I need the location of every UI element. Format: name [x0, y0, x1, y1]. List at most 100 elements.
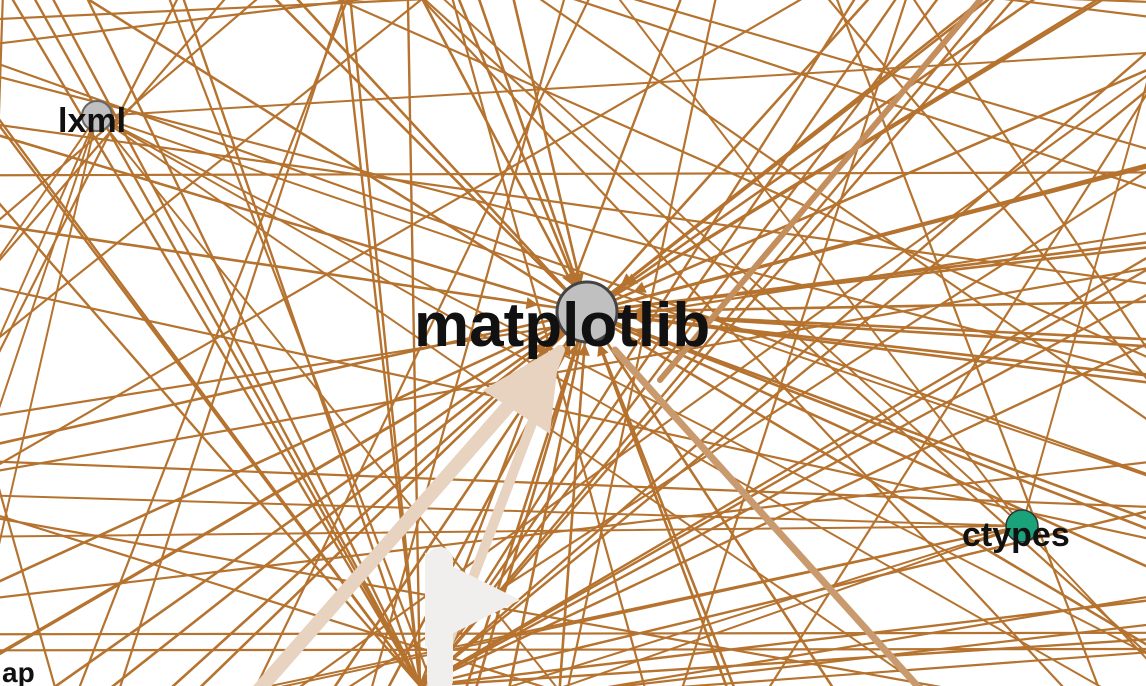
graph-edge	[836, 0, 1100, 686]
node-lxml[interactable]: lxml	[58, 100, 126, 140]
graph-edge	[0, 488, 56, 686]
lxml-node-circle[interactable]	[81, 100, 113, 132]
graph-edge	[0, 115, 98, 338]
edge-arrowhead	[482, 345, 560, 434]
graph-edge	[418, 89, 1146, 686]
graph-edge	[508, 525, 1023, 686]
graph-edge	[0, 0, 803, 466]
graph-edge	[0, 115, 98, 259]
graph-edge	[0, 287, 1146, 540]
graph-edge	[0, 115, 98, 545]
graph-edge	[418, 256, 1146, 686]
graph-edge	[585, 310, 735, 686]
graph-edge	[119, 0, 345, 686]
graph-edge	[418, 293, 1146, 686]
graph-edge	[0, 267, 1146, 472]
graph-edge	[562, 525, 1023, 686]
graph-edge	[477, 0, 589, 314]
graph-edge	[168, 0, 434, 686]
graph-edge	[0, 514, 545, 686]
node-ctypes[interactable]: ctypes	[962, 509, 1070, 554]
graph-edge	[679, 651, 1146, 686]
graph-edge	[0, 0, 423, 339]
graph-edge	[0, 647, 1146, 652]
matplotlib-label: matplotlib	[414, 291, 710, 360]
graph-edge	[912, 0, 1146, 349]
graph-edge	[0, 75, 1146, 376]
graph-edge	[0, 310, 589, 583]
graph-edge	[274, 0, 589, 314]
graph-edge	[0, 517, 942, 686]
ctypes-node-circle[interactable]	[1005, 509, 1039, 543]
highlighted-edges	[252, 0, 983, 686]
graph-edge	[0, 0, 226, 262]
graph-edge	[0, 118, 422, 686]
graph-edge	[11, 0, 422, 686]
graph-edge	[0, 631, 1146, 636]
graph-edge	[418, 51, 1146, 686]
graph-edge	[585, 246, 1146, 314]
graph-edge	[633, 0, 1146, 150]
graph-edge	[418, 638, 1146, 686]
graph-edge	[539, 0, 1146, 420]
graph-edge	[451, 0, 646, 686]
faded-edge	[657, 0, 983, 383]
graph-edge	[299, 75, 1146, 686]
graph-edge	[585, 0, 1105, 314]
edge-arrowhead	[577, 343, 590, 356]
graph-edge	[618, 0, 1023, 527]
graph-edge	[421, 0, 589, 314]
lxml-label: lxml	[58, 102, 126, 140]
graph-edge	[418, 0, 1015, 686]
edge-arrowhead	[567, 343, 579, 357]
ap-label: ap	[2, 657, 35, 686]
graph-edge	[0, 0, 179, 353]
graph-edge	[0, 0, 365, 45]
faded-edge	[252, 363, 547, 686]
edge-arrowhead	[525, 297, 539, 310]
graph-edge	[0, 461, 1146, 599]
graph-edge	[827, 0, 1146, 380]
graph-edge	[0, 171, 1146, 177]
matplotlib-node-circle[interactable]	[555, 280, 619, 344]
graph-edge	[681, 0, 907, 686]
graph-edge	[768, 93, 1146, 686]
graph-edge	[349, 0, 422, 686]
graph-edge	[1003, 0, 1146, 18]
faded-edge	[611, 346, 923, 686]
graph-edge	[86, 0, 589, 314]
graph-edge	[53, 310, 589, 686]
graph-edge	[96, 51, 1146, 117]
graph-edge	[567, 0, 717, 686]
edge-arrowhead	[562, 272, 574, 286]
graph-edge	[0, 310, 589, 655]
node-matplotlib[interactable]: matplotlib	[414, 280, 710, 360]
graph-edge	[585, 0, 870, 314]
graph-edge	[0, 0, 258, 221]
graph-edge	[255, 0, 590, 686]
graph-edge	[0, 124, 1146, 285]
graph-edge	[0, 525, 1023, 538]
graph-edge	[111, 310, 589, 686]
graph-edge	[0, 202, 422, 686]
graph-edge	[0, 310, 589, 445]
graph-edge	[0, 0, 430, 21]
node-ap[interactable]: ap	[2, 657, 35, 686]
graph-edge	[0, 224, 589, 314]
ctypes-label: ctypes	[962, 516, 1070, 554]
graph-edge	[423, 0, 1146, 654]
graph-edge	[607, 596, 1146, 686]
graph-edge	[418, 0, 897, 686]
graph-edge	[96, 115, 1102, 686]
graph-edge	[573, 0, 1146, 190]
graph-edge	[0, 63, 1146, 475]
graph-edge	[371, 0, 566, 686]
graph-edge	[418, 0, 939, 686]
graph-edge	[96, 115, 1146, 477]
graph-edge	[443, 0, 1023, 527]
edge-arrowhead	[597, 343, 609, 357]
graph-edge	[78, 0, 349, 686]
edge-arrowhead	[633, 281, 647, 293]
graph-edge	[421, 0, 1064, 686]
graph-edge	[340, 0, 422, 686]
